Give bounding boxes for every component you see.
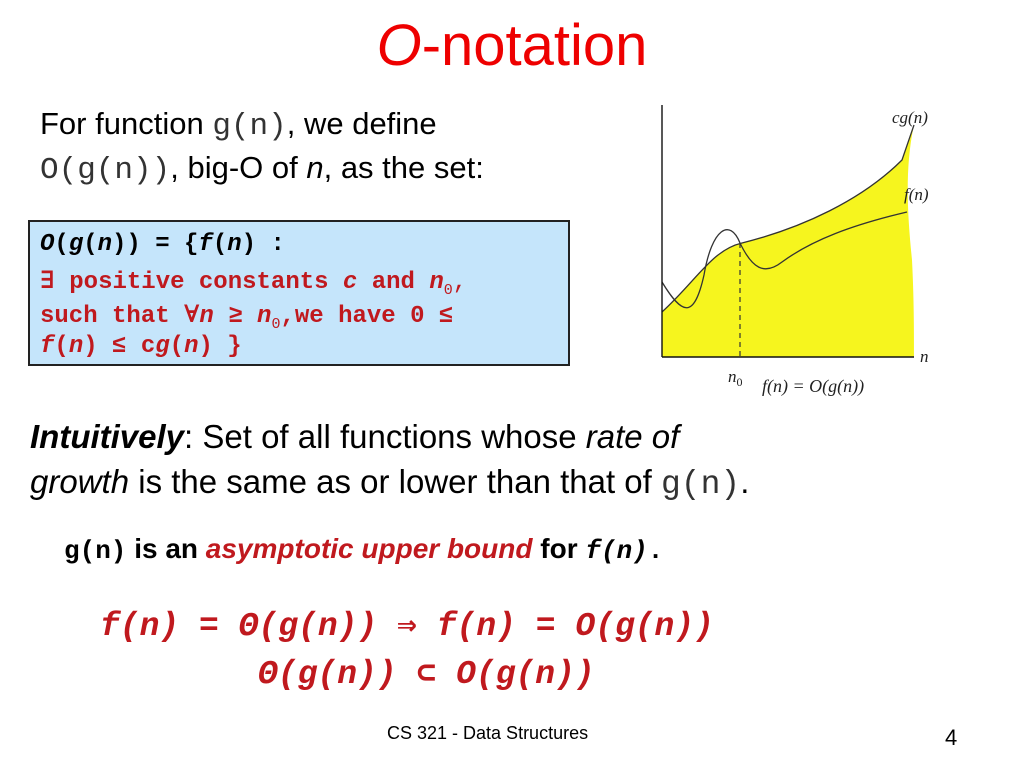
cg-label: cg(n) xyxy=(892,108,928,127)
bound-text: . xyxy=(647,536,664,566)
intro-line-2: O(g(n)), big-O of n, as the set: xyxy=(40,150,484,188)
exists-symbol: ∃ xyxy=(40,268,55,294)
intuition-line-1: Intuitively: Set of all functions whose … xyxy=(30,418,679,456)
footer-course: CS 321 - Data Structures xyxy=(387,723,589,743)
graph-caption: f(n) = O(g(n)) xyxy=(762,376,864,397)
big-o-graph: cg(n) f(n) n n0 f(n) = O(g(n)) xyxy=(661,105,929,397)
intro-var: n xyxy=(306,150,324,185)
def-text: n xyxy=(429,269,444,296)
definition-line-3: such that ∀n ≥ n0,we have 0 ≤ xyxy=(40,299,453,333)
def-text: n xyxy=(257,303,272,330)
def-text: ( xyxy=(83,231,98,258)
intro-line-1: For function g(n), we define xyxy=(40,106,437,144)
formula-text: f(n) = Θ(g(n)) ⇒ f(n) = O(g(n)) xyxy=(100,608,714,645)
def-text: ( xyxy=(169,333,185,360)
def-text: c xyxy=(342,269,358,296)
def-text: such that xyxy=(40,303,185,330)
intuition-emphasis: growth xyxy=(30,463,130,500)
def-text: n xyxy=(227,231,242,258)
formula-theta-subset-o: Θ(g(n)) ⊂ O(g(n)) xyxy=(258,652,595,693)
definition-line-2: ∃ positive constants c and n0, xyxy=(40,265,467,299)
page-number: 4 xyxy=(945,725,958,750)
f-label: f(n) xyxy=(904,185,929,204)
def-text: ,we have 0 xyxy=(280,303,439,330)
bound-text: is an xyxy=(126,533,206,564)
def-subscript: 0 xyxy=(271,315,281,333)
def-text: n xyxy=(184,333,199,360)
def-text: ≥ xyxy=(213,303,258,330)
def-text: f xyxy=(198,231,213,258)
definition-box: O(g(n)) = {f(n) : ∃ positive constants c… xyxy=(28,220,570,366)
def-text: ( xyxy=(54,231,69,258)
def-text: ≤ xyxy=(112,333,127,360)
def-text: n xyxy=(199,303,214,330)
definition-line-4: f(n) ≤ cg(n) } xyxy=(40,333,242,360)
cg-curve xyxy=(661,124,915,313)
intuition-text: is the same as or lower than that of xyxy=(129,463,661,500)
def-text: ) : xyxy=(241,231,285,258)
intro-text: For function xyxy=(40,106,213,141)
def-text: positive constants xyxy=(54,269,343,296)
intro-func: g(n) xyxy=(212,109,287,144)
def-text: O xyxy=(40,231,55,258)
def-text: ( xyxy=(54,333,69,360)
intro-text: , we define xyxy=(286,106,437,141)
intuition-emphasis: rate of xyxy=(585,418,680,455)
title-symbol: O xyxy=(376,13,422,78)
def-text: g xyxy=(68,231,84,258)
def-text: c xyxy=(126,333,156,360)
intro-set: O(g(n)) xyxy=(40,153,171,188)
intuition-func: g(n) xyxy=(661,466,741,503)
def-text: )) = { xyxy=(112,231,199,258)
upper-bound-fill-area xyxy=(662,125,914,357)
def-text: ( xyxy=(212,231,228,258)
def-text: ≤ xyxy=(438,303,454,330)
def-text: g xyxy=(155,333,170,360)
n0-label: n0 xyxy=(728,367,743,389)
bound-text: for xyxy=(532,533,586,564)
slide-title: O-notation xyxy=(0,12,1024,79)
def-text: ) xyxy=(83,333,113,360)
intuition-text: : Set of all functions whose xyxy=(184,418,586,455)
def-text: , xyxy=(452,269,468,296)
intuition-line-2: growth is the same as or lower than that… xyxy=(30,463,749,503)
intro-text: , as the set: xyxy=(323,150,484,185)
formula-text: Θ(g(n)) ⊂ O(g(n)) xyxy=(258,656,595,693)
upper-bound-statement: g(n) is an asymptotic upper bound for f(… xyxy=(64,533,663,566)
intuition-lead: Intuitively xyxy=(30,418,185,455)
def-text: n xyxy=(97,231,113,258)
formula-theta-implies-o: f(n) = Θ(g(n)) ⇒ f(n) = O(g(n)) xyxy=(100,604,714,645)
forall-symbol: ∀ xyxy=(184,302,200,328)
def-text: f xyxy=(40,333,55,360)
bound-f: f(n) xyxy=(585,536,648,566)
def-text: ) } xyxy=(198,333,242,360)
n-axis-label: n xyxy=(920,347,929,366)
bound-phrase: asymptotic upper bound xyxy=(205,533,533,564)
definition-line-1: O(g(n)) = {f(n) : xyxy=(40,231,285,258)
intro-text: , big-O of xyxy=(170,150,307,185)
title-text: -notation xyxy=(421,13,648,78)
bound-g: g(n) xyxy=(64,536,127,566)
def-text: n xyxy=(68,333,84,360)
def-text: and xyxy=(357,269,430,296)
def-subscript: 0 xyxy=(443,281,453,299)
intuition-text: . xyxy=(740,463,750,500)
